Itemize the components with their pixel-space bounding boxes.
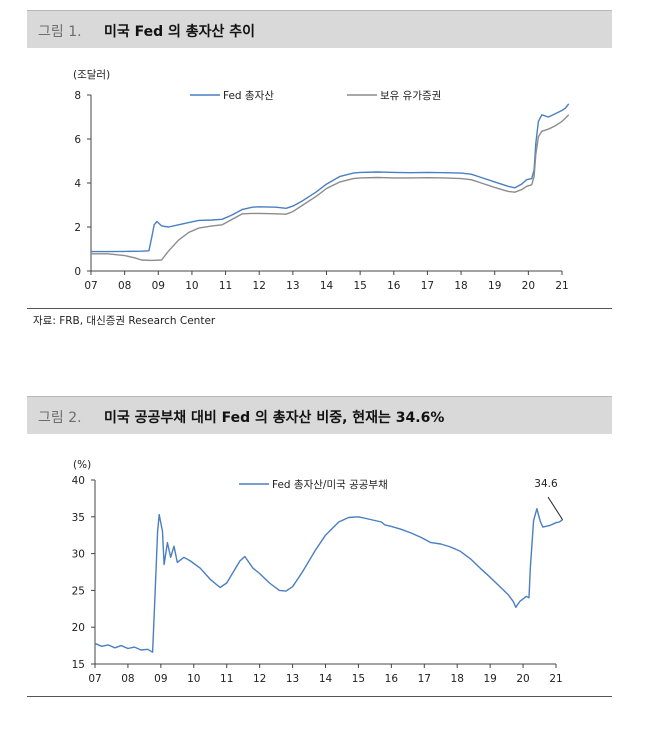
x-tick-label: 15 bbox=[353, 280, 366, 292]
x-tick-label: 21 bbox=[555, 280, 568, 292]
y-tick-label: 15 bbox=[72, 659, 85, 671]
x-tick-label: 19 bbox=[483, 673, 496, 685]
x-tick-label: 21 bbox=[549, 673, 562, 685]
y-tick-label: 25 bbox=[72, 585, 85, 597]
figure-1-header: 그림 1. 미국 Fed 의 총자산 추이 bbox=[27, 10, 612, 48]
y-tick-label: 4 bbox=[74, 178, 81, 190]
x-tick-label: 07 bbox=[88, 673, 101, 685]
x-tick-label: 19 bbox=[488, 280, 501, 292]
x-tick-label: 17 bbox=[418, 673, 431, 685]
x-tick-label: 13 bbox=[286, 280, 299, 292]
y-tick-label: 30 bbox=[72, 549, 85, 561]
x-tick-label: 18 bbox=[454, 280, 467, 292]
y-tick-label: 6 bbox=[74, 134, 81, 146]
figure-1-title: 미국 Fed 의 총자산 추이 bbox=[104, 24, 256, 40]
annotation-leader bbox=[547, 496, 564, 521]
x-tick-label: 15 bbox=[352, 673, 365, 685]
series-line-0 bbox=[91, 103, 570, 253]
x-tick-label: 10 bbox=[187, 673, 200, 685]
x-tick-label: 13 bbox=[286, 673, 299, 685]
unit-label: (조달러) bbox=[73, 69, 110, 81]
y-tick-label: 40 bbox=[72, 475, 85, 487]
x-tick-label: 09 bbox=[152, 280, 165, 292]
x-tick-label: 11 bbox=[219, 280, 232, 292]
y-tick-label: 20 bbox=[72, 622, 85, 634]
x-tick-label: 16 bbox=[387, 280, 401, 292]
legend-label-0: Fed 총자산 bbox=[223, 90, 274, 102]
x-tick-label: 17 bbox=[421, 280, 434, 292]
x-tick-label: 12 bbox=[253, 280, 266, 292]
x-tick-label: 11 bbox=[220, 673, 233, 685]
y-tick-label: 2 bbox=[74, 222, 81, 234]
x-tick-label: 20 bbox=[516, 673, 529, 685]
y-tick-label: 0 bbox=[74, 266, 81, 278]
y-tick-label: 35 bbox=[72, 512, 85, 524]
figure-1-number: 그림 1. bbox=[38, 24, 82, 40]
y-tick-label: 8 bbox=[74, 90, 81, 102]
figure-2-title: 미국 공공부채 대비 Fed 의 총자산 비중, 현재는 34.6% bbox=[104, 410, 445, 426]
x-tick-label: 12 bbox=[253, 673, 266, 685]
figure-1-source: 자료: FRB, 대신증권 Research Center bbox=[33, 315, 216, 327]
x-tick-label: 18 bbox=[451, 673, 464, 685]
series-line-1 bbox=[91, 114, 570, 262]
chart-fed-total-assets: (조달러) 0 2 4 6 8 07 08 09 10 11 12 13 14 15 16 17 18 19 20 21… bbox=[73, 69, 570, 292]
annotation-label: 34.6 bbox=[534, 478, 558, 490]
x-tick-label: 07 bbox=[84, 280, 97, 292]
unit-label: (%) bbox=[73, 459, 91, 471]
x-tick-label: 20 bbox=[522, 280, 535, 292]
x-tick-label: 08 bbox=[121, 673, 134, 685]
x-tick-label: 14 bbox=[320, 280, 334, 292]
figure-2-bottom-rule bbox=[27, 696, 612, 697]
x-tick-label: 08 bbox=[118, 280, 131, 292]
x-tick-label: 14 bbox=[319, 673, 333, 685]
chart-fed-to-public-debt-ratio: (%) 15 20 25 30 35 40 07 08 09 10 11 12 13 14 15 16 17 18 1… bbox=[72, 459, 564, 685]
figure-2-header: 그림 2. 미국 공공부채 대비 Fed 의 총자산 비중, 현재는 34.6% bbox=[27, 396, 612, 434]
x-tick-label: 16 bbox=[385, 673, 399, 685]
x-tick-label: 09 bbox=[154, 673, 167, 685]
series-line-0 bbox=[94, 508, 564, 653]
figure-1-bottom-rule bbox=[27, 308, 612, 309]
legend-label-0: Fed 총자산/미국 공공부채 bbox=[272, 479, 388, 491]
legend-label-1: 보유 유가증권 bbox=[380, 90, 441, 102]
x-tick-label: 10 bbox=[185, 280, 198, 292]
figure-2-number: 그림 2. bbox=[38, 410, 82, 426]
